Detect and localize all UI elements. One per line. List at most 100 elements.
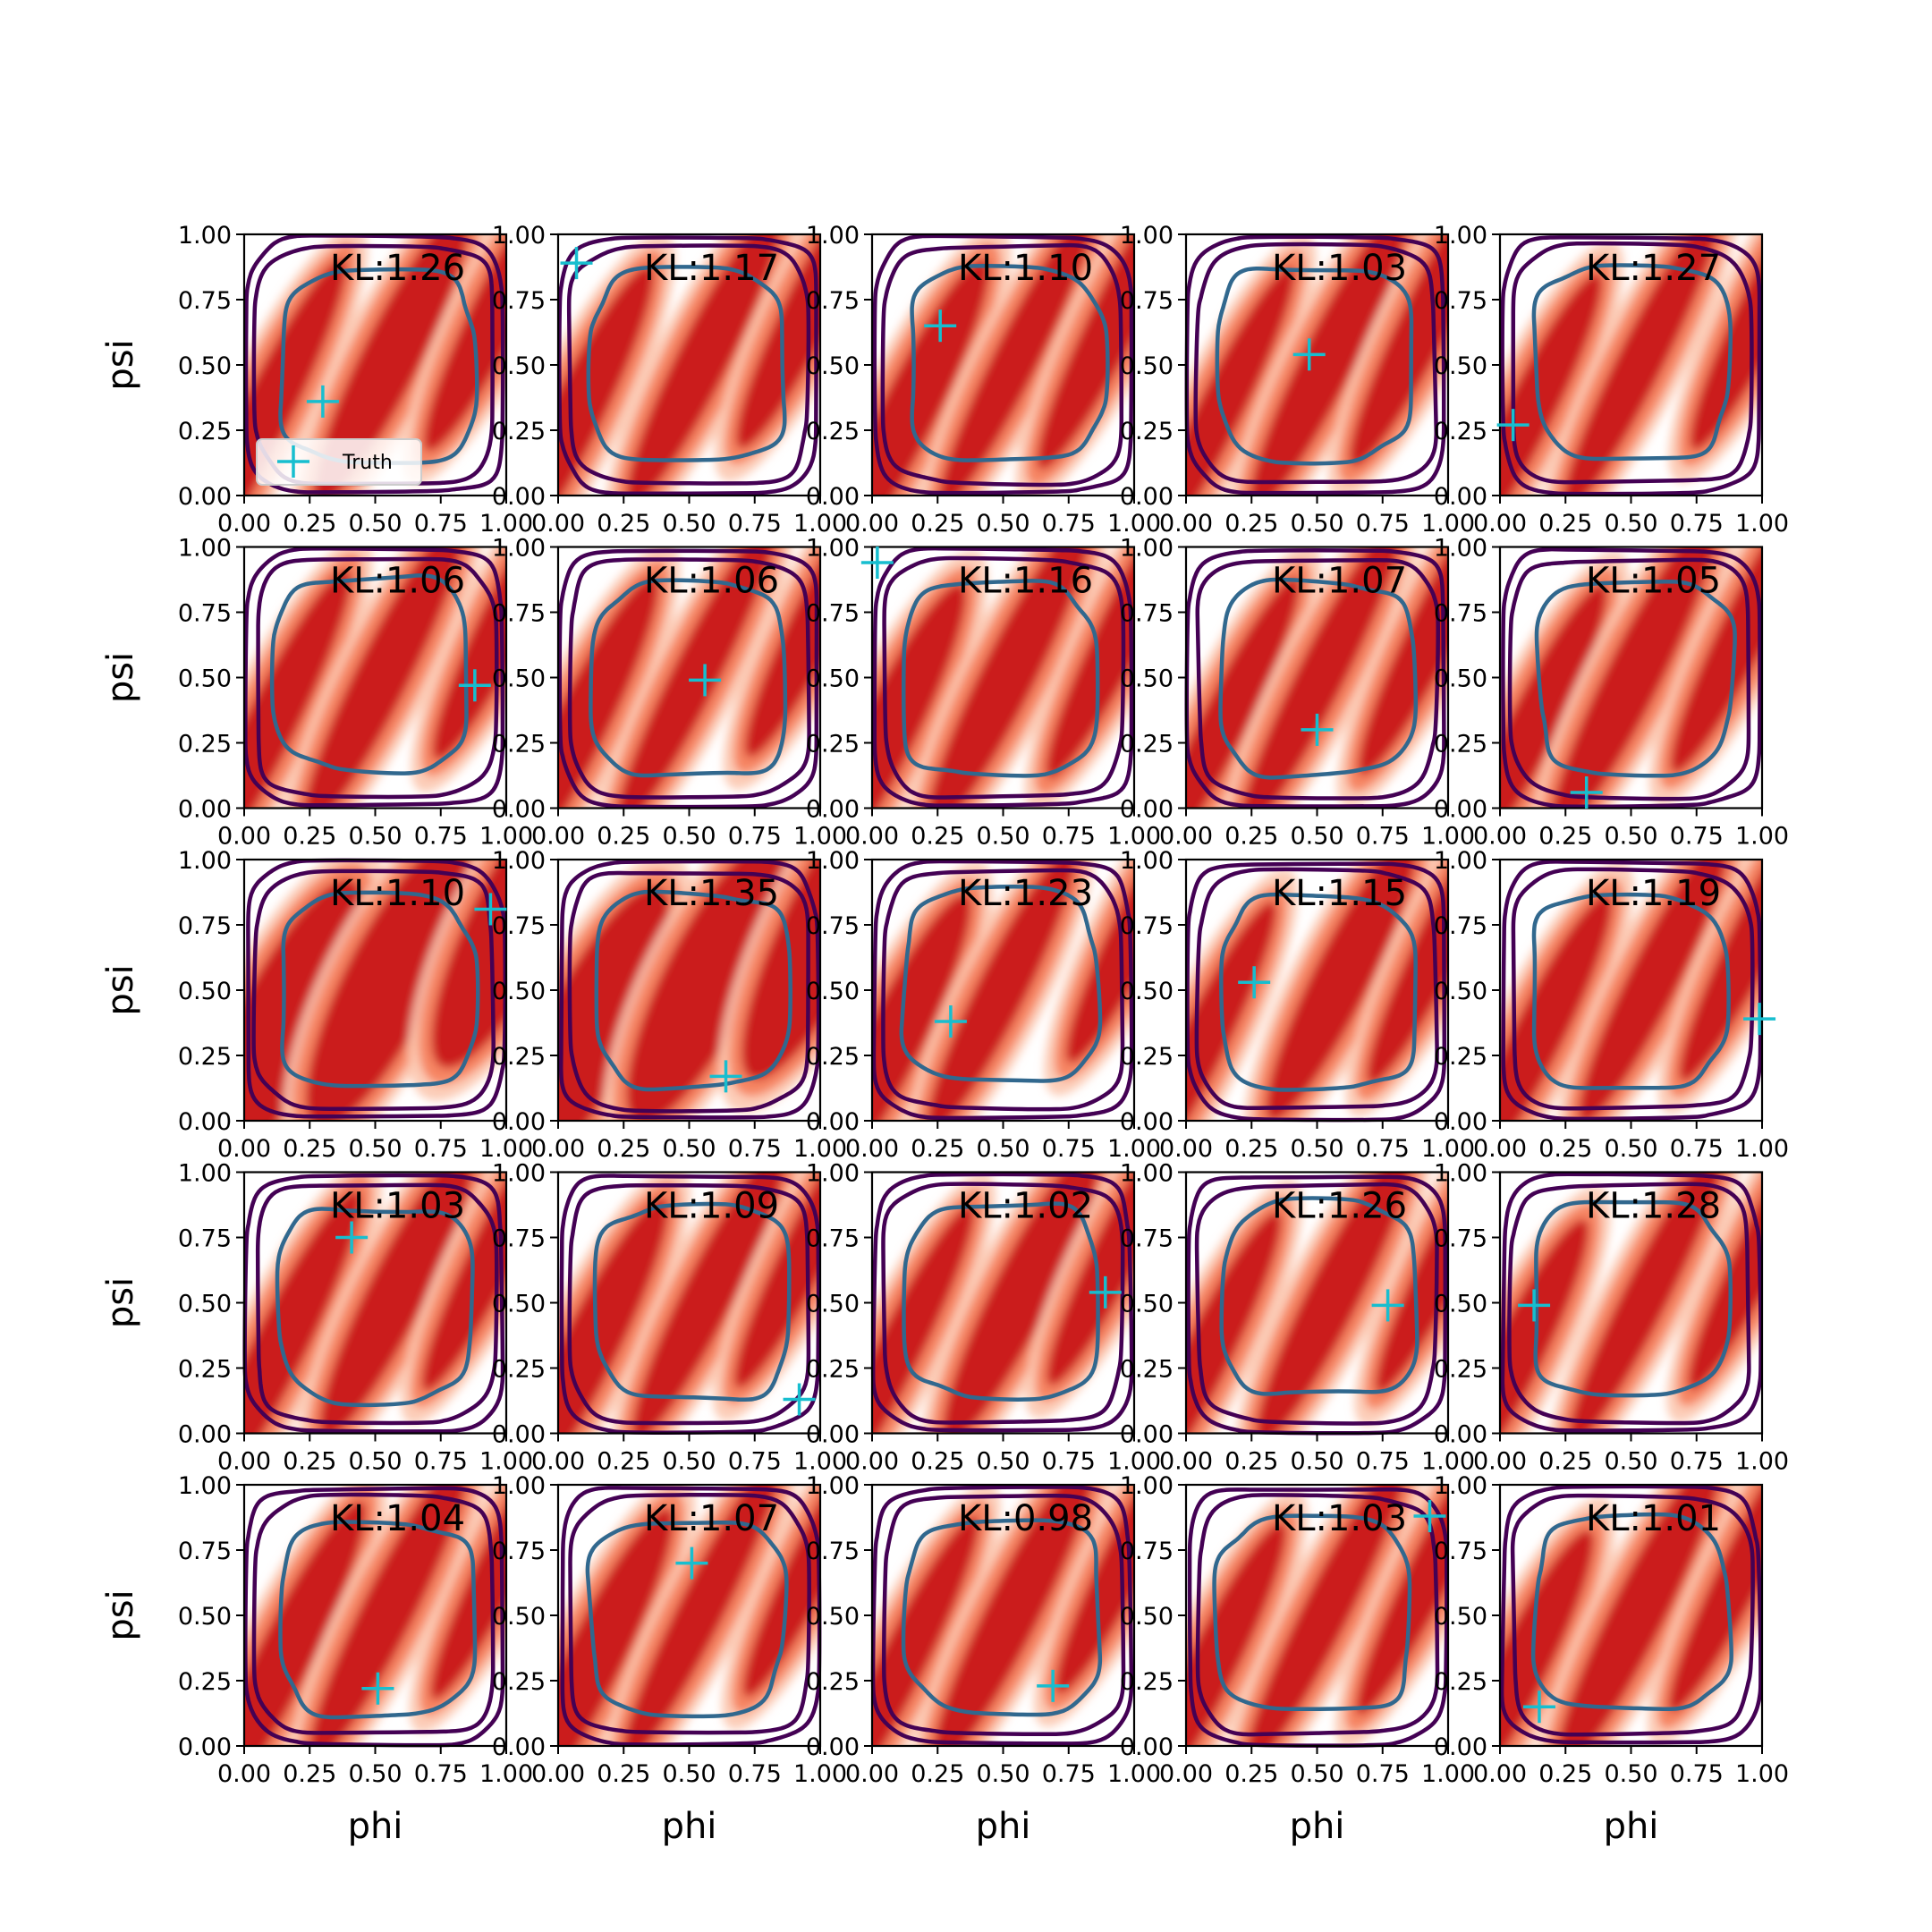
y-tick-label: 0.00 [806, 1421, 860, 1449]
contour-inner [902, 1201, 1100, 1402]
truth-marker [1238, 966, 1271, 999]
y-tick-label: 0.75 [1434, 1225, 1487, 1253]
density-band [1500, 1496, 1616, 1746]
subplot: 0.000.00 0.25 0.25 0.50 0.50 0.75 0.75 1.00 1.00… [1434, 535, 1789, 851]
x-tick-label: 1.00 [1421, 1760, 1475, 1788]
y-tick-label: 0.25 [1434, 1043, 1487, 1071]
density-kde [872, 1172, 1134, 1434]
y-tick-label: 0.50 [1120, 1291, 1174, 1318]
truth-marker [783, 1383, 816, 1416]
density-kde [1186, 860, 1448, 1121]
ticks: 0.000.00 0.25 0.25 0.50 0.50 0.75 0.75 1.00 1.00 [492, 1160, 847, 1476]
y-tick-label: 0.00 [1434, 796, 1487, 824]
ticks: 0.000.00 0.25 0.25 0.50 0.50 0.75 0.75 1.00 1.00 [1434, 847, 1789, 1163]
y-tick-label: 0.50 [492, 352, 546, 380]
x-tick-label: 0.50 [976, 1760, 1030, 1788]
truth-marker [458, 669, 491, 702]
contour-inner [902, 579, 1100, 778]
x-tick-label: 0.50 [348, 1448, 402, 1476]
contour-outer [1185, 861, 1447, 1123]
contour-middle [251, 1492, 496, 1735]
x-tick-label: 1.00 [479, 1760, 533, 1788]
kl-annotation: KL:1.16 [958, 561, 1093, 602]
x-tick-label: 1.00 [479, 1448, 533, 1476]
y-tick-label: 1.00 [806, 1472, 860, 1500]
y-tick-label: 0.50 [178, 1291, 232, 1318]
y-tick-label: 0.50 [1120, 978, 1174, 1005]
truth-marker [1037, 1669, 1070, 1702]
y-tick-label: 1.00 [492, 1160, 546, 1188]
y-tick-label: 0.50 [806, 665, 860, 693]
density-kde [558, 547, 820, 809]
y-tick-label: 0.25 [178, 1043, 232, 1071]
x-tick-label: 0.50 [662, 1448, 716, 1476]
truth-marker [1089, 1275, 1122, 1309]
x-tick-label: 0.00 [1159, 1760, 1213, 1788]
x-tick-label: 0.75 [1670, 823, 1724, 851]
y-tick-label: 1.00 [1120, 222, 1174, 250]
subplot: 0.000.00 0.25 0.25 0.50 0.50 0.75 0.75 1.00 1.00… [806, 847, 1161, 1163]
density-band [1015, 234, 1134, 496]
y-tick-label: 0.75 [178, 600, 232, 628]
ticks: 0.000.00 0.25 0.25 0.50 0.50 0.75 0.75 1.00 1.00 [178, 535, 533, 851]
subplot: 0.000.00 0.25 0.25 0.50 0.50 0.75 0.75 1.00 1.00… [806, 1160, 1161, 1476]
y-tick-label: 0.00 [1120, 483, 1174, 511]
density-band [1500, 1186, 1611, 1434]
x-tick-label: 0.00 [845, 1448, 899, 1476]
y-tick-label: 0.50 [1434, 1603, 1487, 1631]
x-tick-label: 0.75 [1670, 1760, 1724, 1788]
density-band [409, 1485, 506, 1733]
x-tick-label: 0.25 [911, 1760, 964, 1788]
contour-middle [567, 1182, 811, 1426]
subplot: 0.000.00 0.25 0.25 0.50 0.50 0.75 0.75 1.00 1.00… [1120, 222, 1475, 538]
y-tick-label: 1.00 [1120, 1160, 1174, 1188]
y-tick-label: 0.75 [1120, 912, 1174, 940]
y-tick-label: 0.75 [1120, 600, 1174, 628]
y-tick-label: 0.00 [1434, 483, 1487, 511]
ticks: 0.000.00 0.25 0.25 0.50 0.50 0.75 0.75 1.00 1.00 [806, 847, 1161, 1163]
x-tick-label: 0.75 [1042, 510, 1096, 538]
kl-annotation: KL:1.17 [644, 248, 779, 289]
x-tick-label: 0.00 [531, 1760, 585, 1788]
y-tick-label: 0.25 [178, 418, 232, 445]
x-tick-label: 1.00 [1107, 510, 1161, 538]
subplot: 0.000.00 0.25 0.25 0.50 0.50 0.75 0.75 1.00 1.00… [492, 535, 847, 851]
y-tick-label: 0.50 [1120, 665, 1174, 693]
x-tick-label: 0.25 [1224, 510, 1278, 538]
contours [871, 859, 1134, 1121]
contour-middle [566, 243, 811, 486]
contour-inner [1530, 1512, 1733, 1711]
truth-marker [1743, 1003, 1776, 1036]
contour-middle [882, 1494, 1126, 1737]
density-band [872, 861, 994, 1121]
y-tick-label: 1.00 [492, 847, 546, 875]
contour-middle [1195, 1493, 1440, 1737]
contour-inner [275, 1207, 475, 1408]
ticks: 0.000.00 0.25 0.25 0.50 0.50 0.75 0.75 1.00 1.00 [806, 535, 1161, 851]
y-tick-label: 0.25 [1120, 1668, 1174, 1696]
contour-middle [1193, 242, 1439, 485]
y-tick-label: 0.50 [806, 1603, 860, 1631]
subplot: 0.000.00 0.25 0.25 0.50 0.50 0.75 0.75 1.00 1.00… [492, 847, 847, 1163]
y-tick-label: 0.75 [178, 1538, 232, 1565]
y-tick-label: 0.50 [178, 978, 232, 1005]
x-tick-label: 1.00 [793, 510, 847, 538]
y-tick-label: 1.00 [1120, 847, 1174, 875]
y-tick-label: 0.75 [178, 287, 232, 315]
contours [243, 547, 505, 808]
subplot: 0.000.00 0.25 0.25 0.50 0.50 0.75 0.75 1.00 1.00… [100, 222, 533, 538]
kl-annotation: KL:1.28 [1586, 1186, 1721, 1227]
x-tick-label: 0.75 [414, 1448, 468, 1476]
x-tick-label: 1.00 [1107, 1135, 1161, 1163]
contour-inner [278, 267, 479, 465]
x-tick-label: 0.50 [1290, 1135, 1343, 1163]
y-tick-label: 0.50 [492, 978, 546, 1005]
x-tick-label: 0.25 [1538, 1760, 1592, 1788]
contour-outer [1499, 1484, 1763, 1745]
y-tick-label: 0.00 [492, 1733, 546, 1761]
y-tick-label: 0.50 [1434, 978, 1487, 1005]
contours [557, 548, 819, 809]
truth-marker [860, 547, 894, 580]
ticks: 0.000.00 0.25 0.25 0.50 0.50 0.75 0.75 1.00 1.00 [1120, 222, 1475, 538]
x-tick-label: 0.75 [728, 1448, 782, 1476]
